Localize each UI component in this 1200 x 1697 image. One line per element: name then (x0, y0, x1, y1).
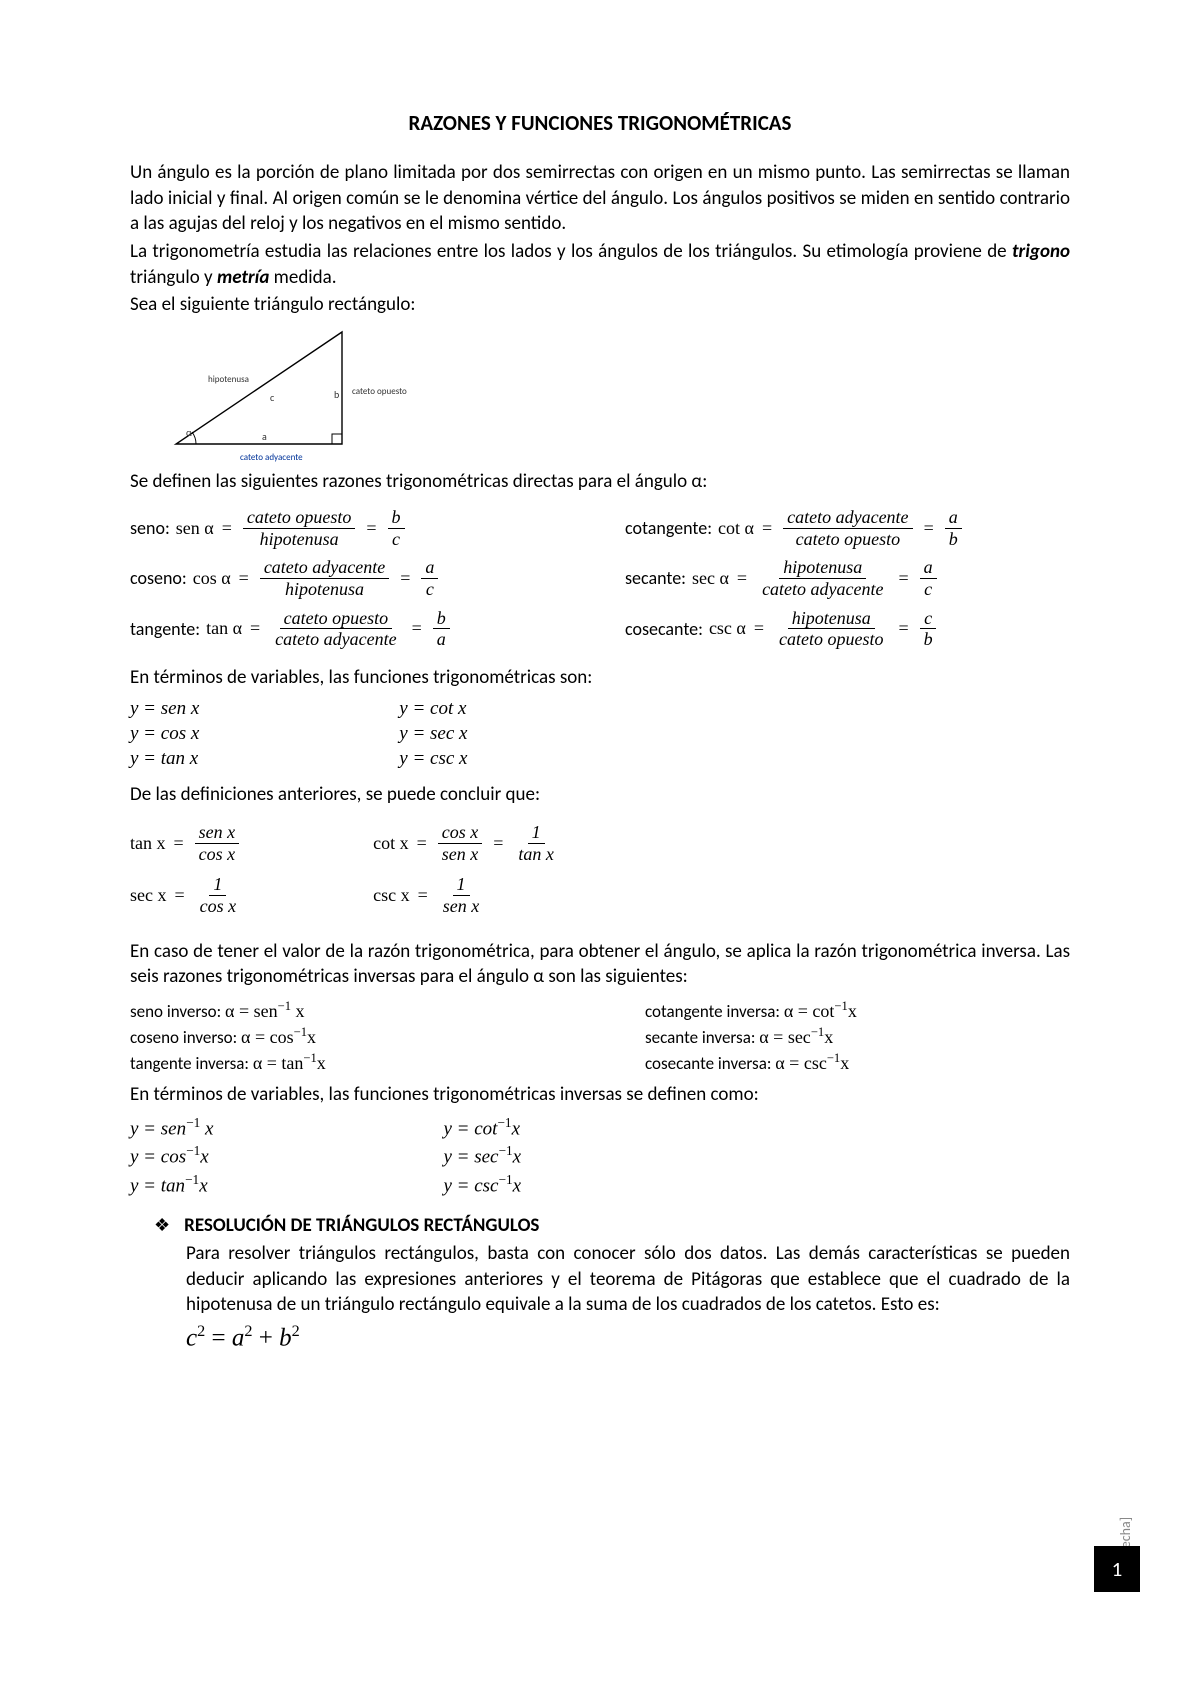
relations-grid: tan x= sen xcos x sec x= 1cos x cot x= c… (130, 812, 1070, 927)
etym-trigono: trigono (1012, 240, 1070, 263)
page-title: RAZONES Y FUNCIONES TRIGONOMÉTRICAS (130, 110, 1070, 136)
inv-func-sen: y = sen−1 x (130, 1115, 213, 1140)
relations-col-left: tan x= sen xcos x sec x= 1cos x (130, 812, 243, 927)
func-csc: y = csc x (399, 748, 467, 770)
inv-secante: secante inversa: α = sec−1x (645, 1025, 1070, 1048)
triangle-diagram: hipotenusa c b cateto opuesto a α cateto… (164, 326, 424, 466)
rel-tan: tan x= sen xcos x (130, 822, 243, 864)
lead-ratios: Se definen las siguientes razones trigon… (130, 470, 1070, 493)
label-c: c (270, 391, 274, 404)
rel-sec: sec x= 1cos x (130, 874, 243, 916)
ratio-coseno: coseno: cos α= cateto adyacentehipotenus… (130, 557, 575, 599)
inv-tangente: tangente inversa: α = tan−1x (130, 1051, 555, 1074)
page-number: 1 (1094, 1546, 1140, 1592)
inv-func-sec: y = sec−1x (443, 1143, 521, 1168)
relations-col-right: cot x= cos xsen x = 1tan x csc x= 1sen x (373, 812, 561, 927)
label-cateto-adyacente: cateto adyacente (240, 452, 303, 463)
functions-grid: y = sen x y = cos x y = tan x y = cot x … (130, 695, 1070, 773)
functions-col-left: y = sen x y = cos x y = tan x (130, 695, 199, 773)
func-tan: y = tan x (130, 748, 199, 770)
paragraph-inverse: En caso de tener el valor de la razón tr… (130, 939, 1070, 990)
inv-func-tan: y = tan−1x (130, 1172, 213, 1197)
paragraph-3: Sea el siguiente triángulo rectángulo: (130, 292, 1070, 318)
document-page: RAZONES Y FUNCIONES TRIGONOMÉTRICAS Un á… (0, 0, 1200, 1412)
inv-func-csc: y = csc−1x (443, 1172, 521, 1197)
inv-cotangente: cotangente inversa: α = cot−1x (645, 999, 1070, 1022)
etym-metria: metría (217, 266, 269, 289)
ratios-col-right: cotangente: cot α= cateto adyacentecatet… (625, 499, 1070, 658)
inverse-grid: seno inverso: α = sen−1 x coseno inverso… (130, 996, 1070, 1077)
pythagoras-formula: c2 = a2 + b2 (186, 1322, 1070, 1352)
func-sec: y = sec x (399, 723, 467, 745)
inv-seno: seno inverso: α = sen−1 x (130, 999, 555, 1022)
rel-cot: cot x= cos xsen x = 1tan x (373, 822, 561, 864)
subtitle: RESOLUCIÓN DE TRIÁNGULOS RECTÁNGULOS (184, 1214, 539, 1237)
func-cot: y = cot x (399, 698, 467, 720)
subtitle-row: ❖ RESOLUCIÓN DE TRIÁNGULOS RECTÁNGULOS (154, 1214, 1070, 1237)
sub-paragraph: Para resolver triángulos rectángulos, ba… (186, 1241, 1070, 1318)
para2-b: triángulo y (130, 266, 217, 289)
para2-a: La trigonometría estudia las relaciones … (130, 240, 1012, 263)
label-a: a (262, 430, 267, 443)
bullet-icon: ❖ (154, 1214, 170, 1236)
lead-inv-funcs: En términos de variables, las funciones … (130, 1083, 1070, 1106)
inverse-col-left: seno inverso: α = sen−1 x coseno inverso… (130, 996, 555, 1077)
func-sen: y = sen x (130, 698, 199, 720)
inv-coseno: coseno inverso: α = cos−1x (130, 1025, 555, 1048)
inv-funcs-col-right: y = cot−1x y = sec−1x y = csc−1x (443, 1112, 521, 1200)
ratio-secante: secante: sec α= hipotenusacateto adyacen… (625, 557, 1070, 599)
inv-funcs-col-left: y = sen−1 x y = cos−1x y = tan−1x (130, 1112, 213, 1200)
ratio-seno: seno: sen α= cateto opuestohipotenusa = … (130, 507, 575, 549)
label-b: b (334, 388, 339, 401)
label-cateto-opuesto: cateto opuesto (352, 386, 407, 397)
func-cos: y = cos x (130, 723, 199, 745)
rel-csc: csc x= 1sen x (373, 874, 561, 916)
lead-rel: De las definiciones anteriores, se puede… (130, 783, 1070, 806)
ratios-col-left: seno: sen α= cateto opuestohipotenusa = … (130, 499, 575, 658)
para2-c: medida. (269, 266, 336, 289)
inv-cosecante: cosecante inversa: α = csc−1x (645, 1051, 1070, 1074)
inv-func-cot: y = cot−1x (443, 1115, 521, 1140)
ratio-tangente: tangente: tan α= cateto opuestocateto ad… (130, 608, 575, 650)
inv-funcs-grid: y = sen−1 x y = cos−1x y = tan−1x y = co… (130, 1112, 1070, 1200)
paragraph-1: Un ángulo es la porción de plano limitad… (130, 160, 1070, 237)
label-alpha: α (186, 426, 192, 439)
inv-func-cos: y = cos−1x (130, 1143, 213, 1168)
ratio-cosecante: cosecante: csc α= hipotenusacateto opues… (625, 608, 1070, 650)
label-hipotenusa: hipotenusa (208, 374, 249, 385)
functions-col-right: y = cot x y = sec x y = csc x (399, 695, 467, 773)
ratios-grid: seno: sen α= cateto opuestohipotenusa = … (130, 499, 1070, 658)
inverse-col-right: cotangente inversa: α = cot−1x secante i… (645, 996, 1070, 1077)
paragraph-2: La trigonometría estudia las relaciones … (130, 239, 1070, 290)
ratio-cotangente: cotangente: cot α= cateto adyacentecatet… (625, 507, 1070, 549)
lead-funcs: En términos de variables, las funciones … (130, 666, 1070, 689)
